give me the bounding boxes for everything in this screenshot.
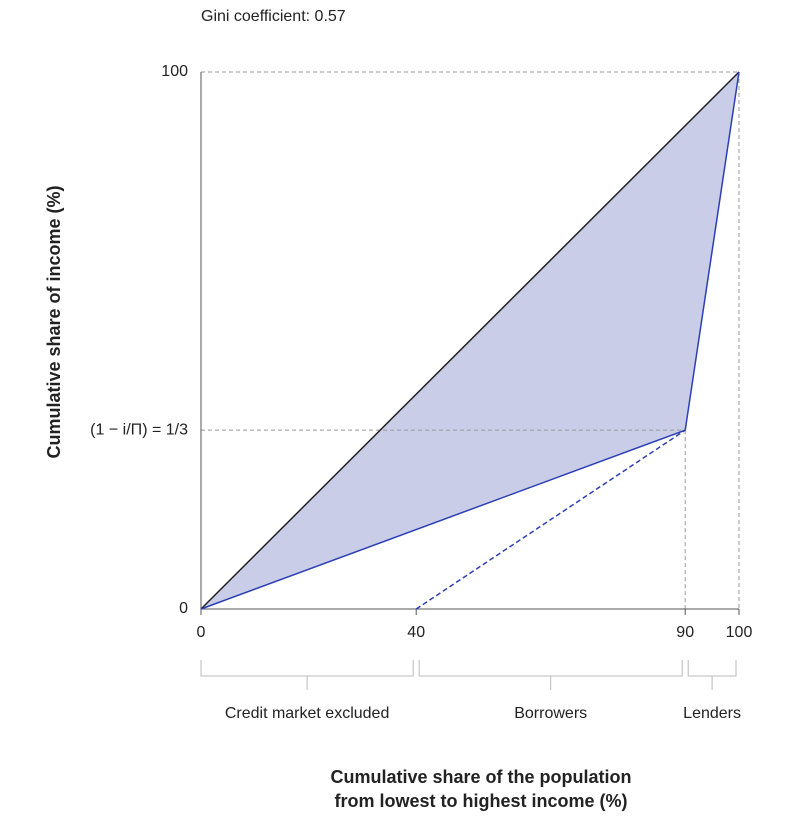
y-axis-label: Cumulative share of income (%) — [44, 185, 64, 458]
y-tick-label: (1 − i/Π) = 1/3 — [90, 421, 188, 438]
x-tick-label: 90 — [676, 624, 694, 641]
x-tick-label: 40 — [407, 624, 425, 641]
y-tick-label: 100 — [161, 63, 188, 80]
group-bracket — [418, 660, 683, 690]
group-label: Lenders — [683, 705, 741, 722]
group-label: Borrowers — [514, 705, 587, 722]
x-axis-label: Cumulative share of the population — [330, 767, 631, 787]
group-bracket — [687, 660, 737, 690]
x-axis-label: from lowest to highest income (%) — [334, 791, 627, 811]
line — [200, 71, 740, 610]
x-tick-label: 0 — [197, 624, 206, 641]
line — [415, 429, 686, 610]
x-tick-label: 100 — [726, 624, 753, 641]
y-tick-label: 0 — [179, 600, 188, 617]
group-label: Credit market excluded — [225, 705, 390, 722]
group-bracket — [200, 660, 414, 690]
annotation: Gini coefficient: 0.57 — [201, 8, 346, 25]
